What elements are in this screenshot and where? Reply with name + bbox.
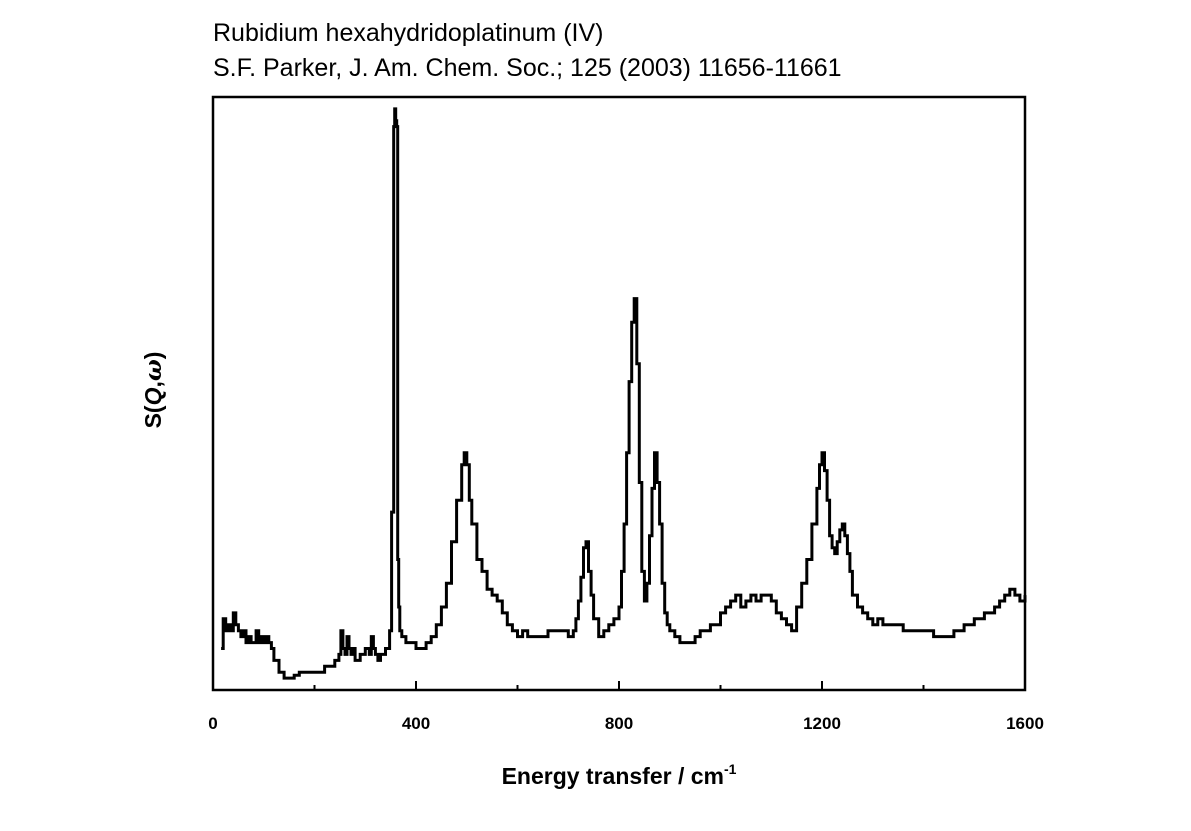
y-axis-label-omega: ω — [140, 359, 167, 381]
x-tick-label: 1600 — [1006, 714, 1044, 733]
x-tick-label: 1200 — [803, 714, 841, 733]
y-axis-label: S(Q,ω) — [140, 352, 167, 429]
x-axis-label-superscript: -1 — [724, 761, 737, 777]
plot-area — [221, 107, 1027, 680]
chart-title: Rubidium hexahydridoplatinum (IV) — [213, 19, 603, 47]
x-tick-label: 800 — [605, 714, 633, 733]
y-axis-label-suffix: ) — [140, 352, 166, 360]
y-axis-label-prefix: S( — [140, 405, 166, 428]
y-axis-label-q: Q — [140, 387, 166, 405]
chart-subtitle: S.F. Parker, J. Am. Chem. Soc.; 125 (200… — [213, 54, 842, 82]
series-line-0 — [221, 107, 1027, 680]
x-axis-label: Energy transfer / cm-1 — [502, 761, 737, 789]
plot-frame — [211, 95, 1027, 692]
x-tick-label: 400 — [402, 714, 430, 733]
x-tick-label: 0 — [208, 714, 217, 733]
y-axis-label-comma: , — [140, 381, 166, 387]
x-axis-label-text: Energy transfer / cm — [502, 763, 724, 789]
x-axis-ticks: 0 400 800 1200 1600 — [208, 681, 1044, 733]
